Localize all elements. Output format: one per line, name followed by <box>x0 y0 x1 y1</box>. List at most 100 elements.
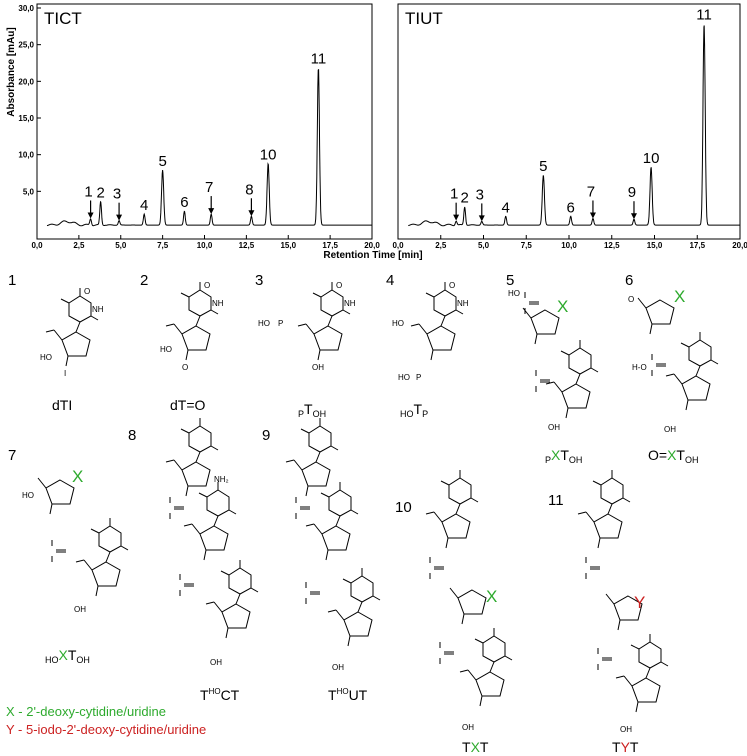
peak-arrowhead <box>87 212 94 219</box>
atom-o: O <box>628 295 634 304</box>
atom-nh: NH <box>212 299 224 308</box>
peak-arrowhead <box>453 214 460 221</box>
peak-label: 11 <box>696 6 712 23</box>
peak-label: 4 <box>140 197 148 214</box>
structure-6-number: 6 <box>625 272 633 289</box>
peak-label: 10 <box>643 150 660 167</box>
peak-label: 5 <box>539 158 547 175</box>
atom-o: O <box>204 281 210 290</box>
structure-6-name: O=XTOH <box>648 447 698 465</box>
x-tick-label: 12,5 <box>604 241 620 250</box>
atom-p: P <box>416 373 421 382</box>
atom-nh2: NH₂ <box>214 475 229 484</box>
y-tick-label: 25,0 <box>18 41 34 50</box>
structure-5-number: 5 <box>506 272 514 289</box>
atom-o: O <box>84 287 90 296</box>
structure-8-number: 8 <box>128 427 136 444</box>
y-tick-label: 20,0 <box>18 77 34 86</box>
tict-axes: 0,0 2,5 5,0 7,5 10,0 12,5 15,0 17,5 20,0 5,0 10,0 1… <box>18 4 380 250</box>
atom-oh: OH <box>210 658 222 667</box>
structure-7-number: 7 <box>8 447 16 464</box>
x-tick-label: 12,5 <box>239 241 255 250</box>
peak-label: 4 <box>502 199 510 216</box>
structure-11: 11 Y OH TYT <box>548 469 669 755</box>
atom-ho: HO <box>160 345 172 354</box>
peak-label: 6 <box>567 199 575 216</box>
x-tick-label: 20,0 <box>364 241 380 250</box>
structure-7-x: X <box>72 467 83 486</box>
peak-arrowhead <box>208 208 215 215</box>
structure-10-name: TXT <box>462 739 489 755</box>
y-tick-label: 10,0 <box>18 151 34 160</box>
peak-label: 11 <box>311 50 327 67</box>
x-axis-title: Retention Time [min] <box>323 250 422 261</box>
atom-oh: OH <box>332 663 344 672</box>
structure-1-number: 1 <box>8 272 16 289</box>
atom-o: O <box>449 281 455 290</box>
atom-oh: OH <box>620 725 632 734</box>
structure-1: 1 O NH HO I dTI <box>8 272 104 413</box>
structure-11-name: TYT <box>612 739 639 755</box>
structure-11-number: 11 <box>548 492 564 509</box>
peak-label: 3 <box>113 186 121 203</box>
x-tick-label: 17,5 <box>322 241 338 250</box>
atom-ho: HO <box>40 353 52 362</box>
tiut-axes: 0,0 2,5 5,0 7,5 10,0 12,5 15,0 17,5 20,0 <box>392 235 747 250</box>
structure-8: 8 NH₂ OH THOCT <box>128 417 259 703</box>
atom-oh: OH <box>548 423 560 432</box>
peak-label: 3 <box>476 186 484 203</box>
peak-label: 10 <box>260 146 277 163</box>
structure-6: 6 X O H-O OH O=XTOH <box>625 272 719 465</box>
tict-frame <box>36 3 373 240</box>
x-tick-label: 2,5 <box>435 241 447 250</box>
legend-x: X - 2'-deoxy-cytidine/uridine <box>6 704 166 719</box>
peak-label: 7 <box>587 183 595 200</box>
structure-7-name: HOXTOH <box>45 647 90 665</box>
peak-label: 1 <box>84 183 92 200</box>
x-tick-label: 0,0 <box>31 241 43 250</box>
peak-label: 5 <box>158 153 166 170</box>
structure-10: 10 X OH TXT <box>395 469 513 755</box>
structure-1-name: dTI <box>52 397 72 413</box>
structure-7: 7 X HO OH HOXTOH <box>8 447 129 665</box>
structure-5-x: X <box>557 297 568 316</box>
atom-o: O <box>182 363 188 372</box>
atom-ho: HO <box>22 491 34 500</box>
peak-label: 7 <box>205 179 213 196</box>
structure-11-y: Y <box>634 593 645 612</box>
peak-label: 9 <box>628 184 636 201</box>
tiut-peak-labels: 1 2 3 4 5 67 9 10 11 <box>450 6 712 222</box>
atom-ho: HO <box>392 319 404 328</box>
tict-title: TICT <box>44 9 82 28</box>
structure-10-number: 10 <box>395 499 412 516</box>
x-tick-label: 0,0 <box>392 241 404 250</box>
tiut-title: TIUT <box>405 9 443 28</box>
tiut-trace <box>408 25 740 227</box>
tict-peak-labels: 1 2 3 4 5 67 8 10 11 <box>84 50 327 221</box>
structure-10-x: X <box>486 587 497 606</box>
peak-arrowhead <box>478 215 485 222</box>
peak-arrowhead <box>248 210 255 217</box>
x-tick-label: 20,0 <box>732 241 747 250</box>
peak-label: 8 <box>245 181 253 198</box>
atom-ho: HO <box>258 319 270 328</box>
peak-arrowhead <box>116 214 123 221</box>
x-tick-label: 5,0 <box>115 241 127 250</box>
structure-3-name: PTOH <box>298 401 326 419</box>
x-tick-label: 2,5 <box>73 241 85 250</box>
x-tick-label: 10,0 <box>197 241 213 250</box>
peak-label: 2 <box>461 190 469 207</box>
atom-oh: OH <box>664 425 676 434</box>
structure-5: 5 HO X OH PXTOH <box>506 272 599 465</box>
atom-o: O <box>336 281 342 290</box>
structure-2-name: dT=O <box>170 397 206 413</box>
y-tick-label: 5,0 <box>23 187 35 196</box>
structure-8-name: THOCT <box>200 687 240 703</box>
peak-label: 2 <box>96 185 104 202</box>
atom-ho: HO <box>508 289 520 298</box>
peak-label: 1 <box>450 186 458 203</box>
structure-9-number: 9 <box>262 427 270 444</box>
atom-oh: OH <box>74 605 86 614</box>
structure-2: 2 O NH HO O dT=O <box>140 272 224 413</box>
